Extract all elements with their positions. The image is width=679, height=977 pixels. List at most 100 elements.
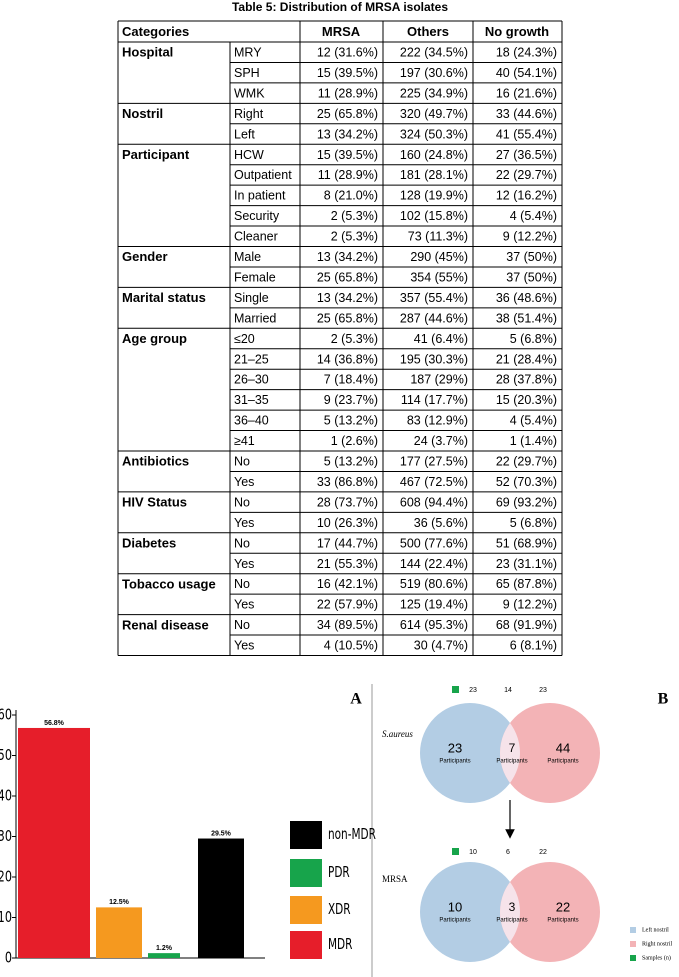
value-cell: 68 (91.9%) — [496, 618, 557, 632]
value-cell: 181 (28.1%) — [400, 168, 468, 182]
y-tick-label: 50 — [0, 748, 12, 765]
value-cell: 128 (19.9%) — [400, 189, 468, 203]
region-label: Participants — [496, 918, 527, 924]
subcategory: HCW — [234, 148, 264, 162]
value-cell: 519 (80.6%) — [400, 577, 468, 591]
subcategory: No — [234, 495, 250, 509]
value-cell: 160 (24.8%) — [400, 148, 468, 162]
value-cell: 5 (13.2%) — [324, 414, 378, 428]
region-label: Participants — [439, 759, 470, 765]
category: Antibiotics — [122, 454, 189, 469]
category: Gender — [122, 249, 168, 264]
legend-swatch — [290, 859, 322, 887]
value-cell: 38 (51.4%) — [496, 311, 557, 325]
subcategory: Yes — [234, 598, 254, 612]
legend-swatch — [290, 896, 322, 924]
y-tick-label: 10 — [0, 910, 12, 927]
value-cell: 15 (39.5%) — [317, 148, 378, 162]
value-cell: 225 (34.9%) — [400, 86, 468, 100]
region-label: Participants — [496, 759, 527, 765]
value-cell: 18 (24.3%) — [496, 46, 557, 60]
value-cell: 614 (95.3%) — [400, 618, 468, 632]
value-cell: 287 (44.6%) — [400, 311, 468, 325]
subcategory: MRY — [234, 46, 262, 60]
value-cell: 11 (28.9%) — [318, 86, 378, 100]
value-cell: 2 (5.3%) — [331, 332, 378, 346]
samples-count: 14 — [504, 687, 512, 694]
value-cell: 4 (5.4%) — [510, 414, 557, 428]
value-cell: 4 (5.4%) — [510, 209, 557, 223]
region-label: Participants — [439, 918, 470, 924]
value-cell: 6 (8.1%) — [510, 639, 557, 653]
value-cell: 12 (31.6%) — [317, 46, 378, 60]
subcategory: ≤20 — [234, 332, 255, 346]
samples-count: 6 — [506, 849, 510, 856]
diagram-label: S.aureus — [382, 729, 413, 739]
value-cell: 40 (54.1%) — [496, 66, 557, 80]
value-cell: 197 (30.6%) — [400, 66, 468, 80]
value-cell: 15 (20.3%) — [496, 393, 557, 407]
value-cell: 22 (29.7%) — [496, 168, 557, 182]
category: Renal disease — [122, 617, 209, 632]
subcategory: 31–35 — [234, 393, 269, 407]
legend-label: MDR — [328, 936, 352, 953]
value-cell: 13 (34.2%) — [317, 250, 378, 264]
category: HIV Status — [122, 495, 187, 510]
value-cell: 195 (30.3%) — [400, 352, 468, 366]
subcategory: 21–25 — [234, 352, 269, 366]
samples-count: 23 — [539, 687, 547, 694]
category: Age group — [122, 331, 187, 346]
value-cell: 5 (6.8%) — [510, 516, 557, 530]
subcategory: Female — [234, 270, 276, 284]
subcategory: Right — [234, 107, 264, 121]
subcategory: WMK — [234, 86, 265, 100]
diagram-label: MRSA — [382, 874, 408, 884]
subcategory: Yes — [234, 557, 254, 571]
value-cell: 16 (21.6%) — [496, 86, 557, 100]
legend-swatch — [630, 927, 636, 933]
value-cell: 9 (12.2%) — [503, 598, 557, 612]
value-cell: 21 (55.3%) — [317, 557, 378, 571]
value-cell: 52 (70.3%) — [496, 475, 557, 489]
value-cell: 21 (28.4%) — [496, 352, 557, 366]
header-cell: Categories — [122, 24, 189, 39]
samples-swatch — [452, 686, 459, 693]
value-label: 56.8% — [44, 720, 65, 727]
value-cell: 320 (49.7%) — [400, 107, 468, 121]
value-cell: 28 (37.8%) — [496, 373, 557, 387]
value-cell: 12 (16.2%) — [496, 189, 557, 203]
value-label: 1.2% — [156, 945, 173, 952]
value-cell: 13 (34.2%) — [317, 127, 378, 141]
value-cell: 5 (13.2%) — [324, 455, 378, 469]
value-cell: 28 (73.7%) — [317, 495, 378, 509]
subcategory: Single — [234, 291, 269, 305]
value-cell: 37 (50%) — [506, 250, 557, 264]
legend-label: Left nostril — [642, 926, 669, 933]
subcategory: Yes — [234, 639, 254, 653]
y-tick-label: 20 — [0, 869, 12, 886]
value-cell: 14 (36.8%) — [317, 352, 378, 366]
value-cell: 17 (44.7%) — [317, 536, 378, 550]
right-circle — [500, 703, 600, 803]
samples-swatch — [452, 848, 459, 855]
header-cell: MRSA — [322, 24, 361, 39]
value-cell: 36 (48.6%) — [496, 291, 557, 305]
value-cell: 11 (28.9%) — [318, 168, 378, 182]
left-circle — [420, 862, 520, 962]
legend-label: XDR — [328, 901, 351, 918]
value-cell: 10 (26.3%) — [317, 516, 378, 530]
category: Tobacco usage — [122, 576, 216, 591]
legend-label: Right nostril — [642, 941, 673, 947]
region-count: 7 — [509, 741, 516, 755]
value-cell: 177 (27.5%) — [400, 455, 468, 469]
legend-label: non-MDR — [328, 826, 376, 843]
value-cell: 36 (5.6%) — [414, 516, 468, 530]
subcategory: In patient — [234, 189, 286, 203]
region-count: 10 — [448, 899, 462, 914]
region-count: 23 — [448, 740, 462, 755]
bar — [18, 727, 90, 958]
category: Hospital — [122, 45, 173, 60]
subcategory: No — [234, 618, 250, 632]
value-cell: 41 (55.4%) — [496, 127, 557, 141]
